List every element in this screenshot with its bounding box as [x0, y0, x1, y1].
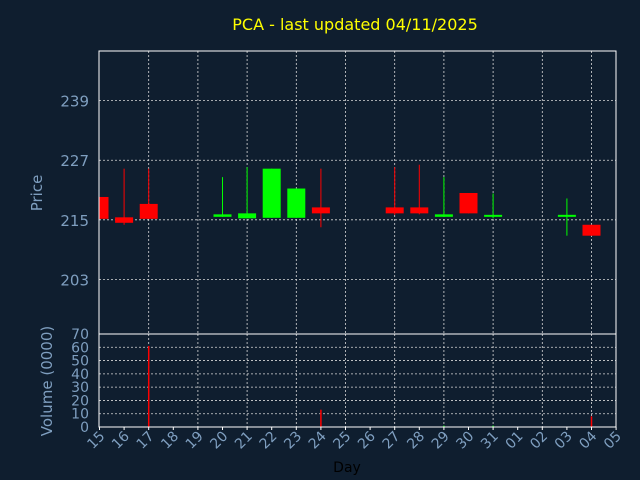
- volume-grid: [99, 334, 616, 427]
- candle-body: [311, 207, 330, 214]
- price-tick-label: 215: [60, 212, 89, 230]
- x-tick-label: 01: [503, 429, 527, 453]
- chart-title: PCA - last updated 04/11/2025: [232, 15, 478, 34]
- volume-bars: [147, 345, 593, 427]
- x-tick-label: 18: [158, 429, 182, 453]
- price-grid: [99, 51, 616, 334]
- candle-body: [99, 196, 109, 219]
- candle-body: [484, 214, 503, 217]
- volume-tick-label: 50: [71, 354, 89, 370]
- x-tick-label: 22: [257, 429, 281, 453]
- x-tick-label: 31: [478, 429, 502, 453]
- x-tick-label: 30: [453, 429, 477, 453]
- x-tick-label: 02: [527, 429, 551, 453]
- x-tick-label: 29: [429, 429, 453, 453]
- volume-tick-label: 30: [71, 380, 89, 396]
- candle-body: [385, 207, 404, 214]
- candle-body: [582, 224, 601, 236]
- candle-body: [262, 168, 281, 218]
- x-tick-label: 16: [109, 428, 133, 452]
- x-tick-label: 19: [183, 429, 207, 453]
- x-tick-label: 28: [404, 429, 428, 453]
- candle-body: [459, 192, 478, 214]
- volume-tick-label: 20: [71, 393, 89, 409]
- x-tick-label: 03: [552, 429, 576, 453]
- price-axis-label: Price: [28, 175, 46, 212]
- volume-tick-label: 70: [71, 327, 89, 343]
- volume-axis-label: Volume (0000): [38, 326, 56, 436]
- volume-tick-label: 60: [71, 340, 89, 356]
- x-axis-label: Day: [333, 460, 361, 476]
- candle-body: [557, 214, 576, 217]
- x-tick-label: 25: [330, 429, 354, 453]
- x-tick-label: 23: [281, 429, 305, 453]
- volume-tick-label: 0: [80, 420, 89, 436]
- candle-body: [139, 203, 158, 219]
- x-tick-label: 04: [576, 428, 600, 452]
- candle-body: [238, 213, 257, 219]
- candle-body: [213, 214, 232, 217]
- x-tick-label: 17: [134, 429, 158, 453]
- x-ticks: 15 16 17 18 19 20 21 22 23 24 25 26 27 28 29 30 31 01 02 03…: [84, 427, 625, 452]
- price-ticks: 203 215 227 239: [60, 93, 89, 290]
- candle-body: [434, 214, 453, 217]
- x-tick-label: 20: [207, 429, 231, 453]
- candle-body: [115, 217, 134, 223]
- candle-body: [287, 188, 306, 218]
- x-tick-label: 27: [380, 429, 404, 453]
- x-tick-label: 24: [306, 428, 330, 452]
- price-tick-label: 239: [60, 93, 89, 111]
- price-tick-label: 203: [60, 271, 89, 289]
- candles: [99, 164, 601, 236]
- x-tick-label: 21: [232, 429, 256, 453]
- candle-body: [410, 207, 429, 214]
- volume-panel-frame: [98, 333, 617, 428]
- price-tick-label: 227: [60, 152, 89, 170]
- volume-tick-label: 10: [71, 407, 89, 423]
- price-panel-frame: [98, 50, 617, 335]
- x-tick-label: 26: [355, 428, 379, 452]
- volume-tick-label: 40: [71, 367, 89, 383]
- x-tick-label: 05: [601, 429, 625, 453]
